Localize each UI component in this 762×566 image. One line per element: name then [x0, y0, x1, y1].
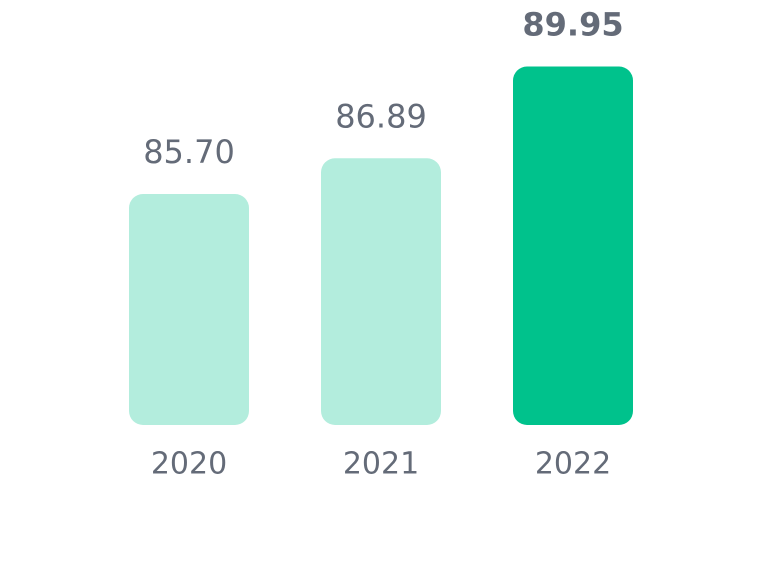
bar — [321, 158, 441, 426]
bar — [513, 66, 633, 425]
x-tick-label: 2021 — [343, 447, 419, 482]
x-tick-label: 2022 — [535, 447, 611, 482]
x-tick-label: 2020 — [151, 447, 227, 482]
value-label: 86.89 — [335, 97, 427, 135]
bar — [129, 194, 249, 425]
value-label: 89.95 — [522, 6, 623, 44]
value-label: 85.70 — [143, 133, 235, 171]
